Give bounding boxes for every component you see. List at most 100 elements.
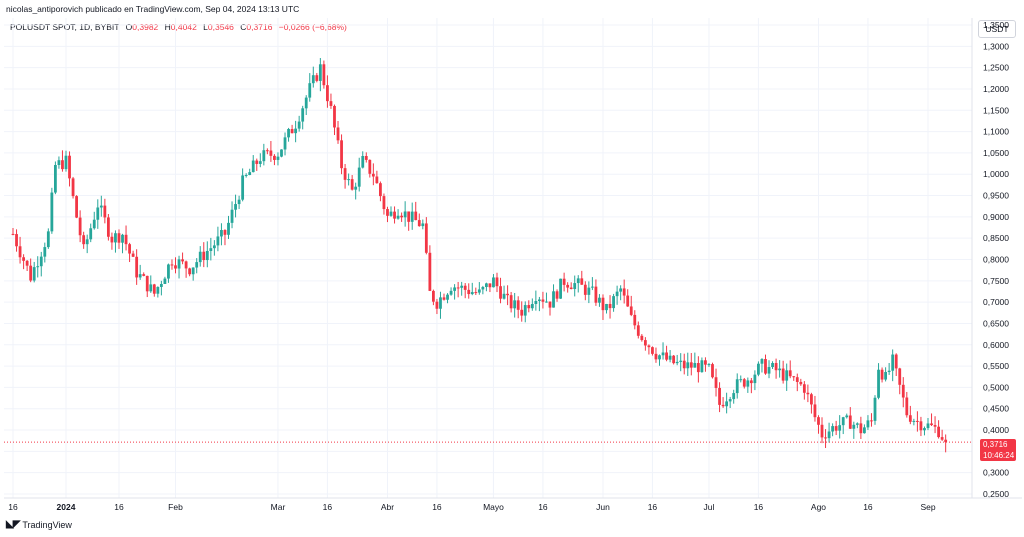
candle-body bbox=[386, 209, 389, 216]
candle-body bbox=[131, 253, 135, 257]
candle-body bbox=[276, 156, 280, 160]
candle-body bbox=[110, 236, 114, 243]
candle-body bbox=[439, 297, 442, 309]
x-tick-label: 16 bbox=[538, 502, 548, 512]
open-value: 0,3982 bbox=[132, 22, 159, 32]
candle-body bbox=[280, 149, 283, 157]
y-tick-label: 1,0500 bbox=[983, 148, 1009, 158]
candle-body bbox=[389, 211, 393, 216]
candle-body bbox=[138, 274, 142, 278]
candle-body bbox=[163, 278, 167, 284]
candle-body bbox=[502, 293, 506, 299]
candle-body bbox=[732, 393, 736, 400]
candle-body bbox=[371, 173, 375, 177]
candle-body bbox=[898, 368, 902, 385]
candle-body bbox=[432, 290, 435, 302]
candle-body bbox=[545, 301, 548, 303]
symbol-label: POLUSDT SPOT, 1D, BYBIT bbox=[10, 22, 120, 32]
y-tick-label: 0,9000 bbox=[983, 212, 1009, 222]
tradingview-logo-icon: ◣◤ bbox=[6, 519, 20, 530]
candle-body bbox=[68, 155, 71, 179]
candle-body bbox=[364, 156, 368, 160]
candle-body bbox=[827, 431, 831, 439]
candle-body bbox=[516, 300, 520, 310]
y-tick-label: 0,8500 bbox=[983, 233, 1009, 243]
y-tick-label: 0,2500 bbox=[983, 489, 1009, 499]
candle-body bbox=[541, 299, 545, 302]
candle-body bbox=[174, 265, 177, 269]
candle-body bbox=[598, 297, 601, 303]
candle-body bbox=[534, 301, 538, 304]
candle-body bbox=[802, 384, 806, 393]
candle-body bbox=[887, 370, 891, 373]
candle-body bbox=[870, 420, 873, 422]
candle-body bbox=[704, 360, 707, 365]
x-tick-label: Jul bbox=[704, 502, 715, 512]
candle-body bbox=[227, 222, 230, 235]
x-tick-label: Mar bbox=[271, 502, 286, 512]
candle-body bbox=[781, 368, 785, 381]
candle-body bbox=[354, 186, 358, 190]
candle-body bbox=[647, 345, 651, 348]
candle-body bbox=[810, 394, 813, 405]
candle-body bbox=[96, 207, 100, 220]
candle-body bbox=[22, 257, 25, 261]
candle-body bbox=[757, 363, 760, 375]
candle-body bbox=[658, 355, 661, 360]
candle-body bbox=[668, 355, 672, 360]
candle-body bbox=[930, 423, 933, 426]
candle-body bbox=[626, 295, 630, 307]
candle-body bbox=[866, 420, 870, 428]
candle-body bbox=[212, 245, 216, 249]
candle-body bbox=[696, 363, 700, 373]
last-price-tag: 0,3716 10:46:24 bbox=[980, 439, 1016, 461]
candle-body bbox=[884, 372, 888, 380]
candle-body bbox=[460, 285, 464, 288]
candle-body bbox=[287, 129, 290, 138]
x-tick-label: 16 bbox=[114, 502, 124, 512]
candle-body bbox=[580, 278, 584, 285]
low-value: 0,3546 bbox=[207, 22, 234, 32]
candle-body bbox=[484, 283, 488, 288]
candle-body bbox=[414, 211, 418, 221]
candle-body bbox=[121, 234, 124, 243]
candle-body bbox=[682, 360, 686, 369]
y-tick-label: 1,3000 bbox=[983, 41, 1009, 51]
x-tick-label: 16 bbox=[863, 502, 873, 512]
candle-body bbox=[725, 401, 729, 407]
candle-body bbox=[601, 297, 605, 311]
candle-body bbox=[361, 156, 365, 168]
candle-body bbox=[25, 260, 29, 266]
candle-body bbox=[937, 426, 940, 438]
candle-body bbox=[53, 164, 57, 193]
candle-body bbox=[792, 376, 796, 378]
candle-body bbox=[877, 369, 880, 398]
candle-body bbox=[347, 179, 351, 181]
candle-body bbox=[329, 101, 333, 106]
candle-body bbox=[223, 230, 227, 235]
candle-body bbox=[463, 285, 467, 290]
candle-body bbox=[605, 303, 608, 311]
candle-body bbox=[248, 172, 252, 175]
candle-body bbox=[311, 75, 315, 84]
candle-body bbox=[78, 217, 82, 236]
bar-countdown: 10:46:24 bbox=[983, 451, 1015, 460]
candle-body bbox=[848, 415, 852, 429]
candle-body bbox=[124, 234, 128, 245]
candle-body bbox=[170, 264, 174, 266]
y-tick-label: 0,4500 bbox=[983, 404, 1009, 414]
candle-body bbox=[188, 268, 192, 275]
candle-body bbox=[297, 121, 301, 129]
candle-body bbox=[643, 340, 647, 346]
candle-body bbox=[57, 160, 61, 165]
candle-body bbox=[594, 286, 598, 303]
candle-body bbox=[933, 425, 937, 427]
candle-body bbox=[944, 439, 948, 443]
candle-body bbox=[640, 335, 644, 341]
candle-body bbox=[739, 379, 743, 381]
candle-body bbox=[407, 211, 411, 222]
candle-body bbox=[912, 420, 916, 422]
x-tick-label: Ago bbox=[811, 502, 826, 512]
currency-button[interactable]: USDT bbox=[978, 20, 1016, 38]
